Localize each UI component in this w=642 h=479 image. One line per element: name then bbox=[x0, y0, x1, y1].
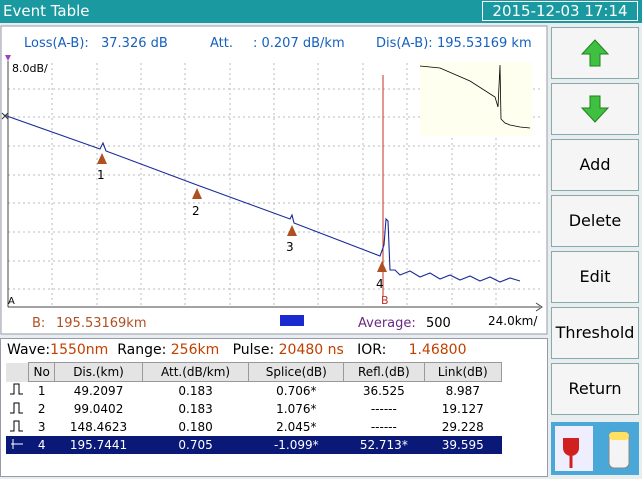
event-panel: Wave:1550nm Range: 256km Pulse: 20480 ns… bbox=[0, 338, 548, 477]
event-icon bbox=[6, 382, 29, 401]
marker-label: 1 bbox=[97, 168, 105, 182]
cell: 1 bbox=[37, 384, 46, 398]
cell: 99.0402 bbox=[73, 402, 124, 416]
cell: 4 bbox=[37, 438, 46, 452]
event-row[interactable]: 1 49.2097 0.183 0.706* 36.525 8.987 bbox=[6, 382, 502, 401]
pulse-value: 20480 ns bbox=[278, 342, 344, 358]
cell: 0.706* bbox=[276, 384, 317, 398]
table-header: No Dis.(km) Att.(dB/km) Splice(dB) Refl.(dB)… bbox=[6, 362, 503, 382]
cell: 0.183 bbox=[178, 384, 213, 398]
cell: 2.045* bbox=[276, 420, 317, 434]
ior-value: 1.46800 bbox=[408, 342, 467, 358]
event-markers bbox=[97, 153, 387, 272]
cell: 0.705 bbox=[178, 438, 213, 452]
event-row[interactable]: 4 195.7441 0.705 -1.099* 52.713* 39.595 bbox=[6, 436, 502, 454]
att-label: Att. bbox=[210, 36, 233, 51]
column-header: Splice(dB) bbox=[248, 362, 345, 382]
dis-value: 195.53169 km bbox=[437, 36, 532, 51]
average-value: 500 bbox=[426, 316, 451, 331]
ior-label: IOR: bbox=[357, 342, 387, 358]
event-icon bbox=[6, 400, 29, 418]
cell: 8.987 bbox=[445, 384, 480, 398]
att-value: : 0.207 dB/km bbox=[253, 36, 345, 51]
wave-value: 1550nm bbox=[50, 342, 109, 358]
cell: 0.183 bbox=[178, 402, 213, 416]
up-button[interactable] bbox=[551, 27, 639, 79]
dis-label: Dis(A-B): bbox=[376, 36, 433, 51]
cell: 36.525 bbox=[362, 384, 405, 398]
x-scale: 24.0km/ bbox=[488, 314, 538, 328]
params: Wave:1550nm Range: 256km Pulse: 20480 ns… bbox=[7, 342, 466, 358]
event-icon bbox=[6, 418, 29, 436]
cell: 52.713* bbox=[359, 438, 408, 452]
menu-button[interactable]: Threshold bbox=[551, 307, 639, 359]
column-header: No bbox=[27, 362, 56, 382]
loss-value: 37.326 dB bbox=[101, 36, 168, 51]
range-label: Range: bbox=[117, 342, 167, 358]
column-header: Link(dB) bbox=[423, 362, 503, 382]
cell: -1.099* bbox=[273, 438, 319, 452]
cell: ------ bbox=[370, 402, 397, 416]
cell: 0.180 bbox=[178, 420, 213, 434]
b-label: B: bbox=[32, 316, 45, 331]
column-header: Att.(dB/km) bbox=[141, 362, 250, 382]
marker-label: 4 bbox=[376, 277, 384, 291]
header-bar: Event Table 2015-12-03 17:14 bbox=[0, 0, 642, 23]
event-icon bbox=[6, 436, 29, 454]
event-row[interactable]: 2 99.0402 0.183 1.076* ------ 19.127 bbox=[6, 400, 502, 418]
grid bbox=[8, 63, 540, 305]
cell: 2 bbox=[37, 402, 46, 416]
trace-panel: Loss(A-B): 37.326 dB Att. : 0.207 dB/km … bbox=[0, 25, 548, 335]
datetime: 2015-12-03 17:14 bbox=[482, 1, 638, 21]
loss-label: Loss(A-B): bbox=[24, 36, 89, 51]
cursor-a: A bbox=[8, 296, 15, 307]
column-header: Refl.(dB) bbox=[343, 362, 425, 382]
marker-label: 3 bbox=[286, 240, 294, 254]
type-col bbox=[6, 363, 29, 382]
cell: 195.7441 bbox=[69, 438, 128, 452]
down-button[interactable] bbox=[551, 83, 639, 135]
cell: ------ bbox=[370, 420, 397, 434]
cell: 19.127 bbox=[441, 402, 484, 416]
y-scale: 8.0dB/ bbox=[12, 62, 48, 75]
column-header: Dis.(km) bbox=[54, 362, 143, 382]
average-label: Average: bbox=[358, 316, 416, 331]
menu-button[interactable]: Edit bbox=[551, 251, 639, 303]
menu-button[interactable]: Delete bbox=[551, 195, 639, 247]
pulse-label: Pulse: bbox=[232, 342, 275, 358]
b-value: 195.53169km bbox=[56, 316, 147, 331]
cell: 39.595 bbox=[441, 438, 484, 452]
menu-button[interactable]: Add bbox=[551, 139, 639, 191]
cell: 148.4623 bbox=[69, 420, 128, 434]
marker-label: 2 bbox=[192, 204, 200, 218]
event-table: No Dis.(km) Att.(dB/km) Splice(dB) Refl.(dB)… bbox=[6, 362, 503, 454]
title: Event Table bbox=[3, 2, 90, 20]
cell: 3 bbox=[37, 420, 46, 434]
wave-label: Wave: bbox=[7, 342, 51, 358]
cursor-b: B bbox=[381, 294, 389, 307]
event-row[interactable]: 3 148.4623 0.180 2.045* ------ 29.228 bbox=[6, 418, 502, 436]
cell: 29.228 bbox=[441, 420, 484, 434]
cell: 49.2097 bbox=[73, 384, 124, 398]
icon-area bbox=[551, 422, 639, 475]
menu-button[interactable]: Return bbox=[551, 363, 639, 415]
cell: 1.076* bbox=[276, 402, 317, 416]
range-value: 256km bbox=[170, 342, 220, 358]
